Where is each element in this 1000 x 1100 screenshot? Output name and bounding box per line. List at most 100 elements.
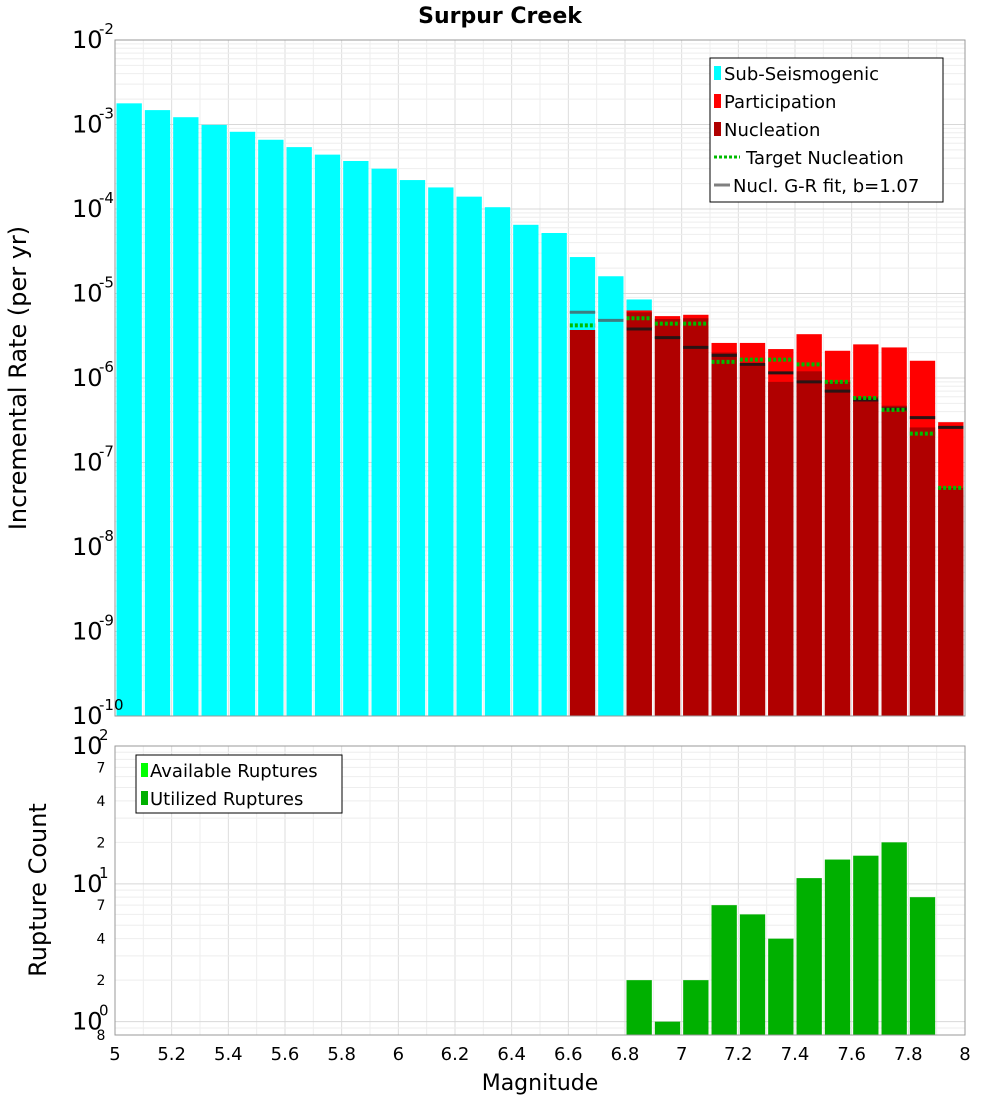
bar-utilized-ruptures (909, 897, 936, 1035)
x-tick-label: 6.8 (611, 1044, 640, 1065)
bar-nucleation (853, 396, 879, 716)
y-minor-tick-label: 2 (97, 973, 106, 989)
legend-label-sub-seismogenic: Sub-Seismogenic (724, 64, 879, 85)
x-tick-labels: 5 5.2 5.4 5.6 5.8 6 6.2 6.4 6.6 6.8 7 7.2 7.4 7.6 7.8 8 (109, 1044, 970, 1065)
tick-exponent: -9 (99, 612, 114, 630)
bar-sub-seismogenic (598, 276, 624, 716)
tick-exponent: -5 (99, 274, 114, 292)
bar-utilized-ruptures (683, 980, 709, 1035)
x-tick-label: 5.2 (157, 1044, 186, 1065)
bar-sub-seismogenic (314, 154, 341, 717)
bar-sub-seismogenic (371, 168, 397, 717)
x-tick-label: 5.4 (214, 1044, 243, 1065)
y-minor-tick-label: 7 (97, 760, 106, 776)
legend-swatch-sub-seismogenic (714, 66, 721, 80)
bar-nucleation (881, 405, 907, 716)
tick-base: 10 (72, 533, 103, 561)
y-tick-label: 10-4 (72, 189, 114, 223)
legend-swatch-nucleation (714, 122, 721, 136)
top-y-axis-label: Incremental Rate (per yr) (4, 226, 32, 530)
bar-sub-seismogenic (116, 103, 142, 717)
bar-utilized-ruptures (881, 842, 907, 1035)
y-tick-label: 10-8 (72, 527, 114, 561)
x-axis-label: Magnitude (482, 1071, 599, 1096)
legend-swatch-participation (714, 94, 721, 108)
tick-exponent: 2 (99, 726, 109, 744)
top-y-tick-labels: 10-210-310-410-510-610-710-810-910-10 (72, 20, 124, 730)
bar-nucleation (683, 318, 709, 716)
bar-sub-seismogenic (343, 160, 369, 717)
x-tick-label: 7 (676, 1044, 687, 1065)
bar-nucleation (569, 329, 596, 716)
bar-nucleation (739, 365, 766, 716)
tick-base: 10 (72, 449, 103, 477)
tick-base: 10 (72, 702, 103, 730)
x-tick-label: 6.2 (441, 1044, 470, 1065)
y-tick-label: 101 (72, 864, 109, 898)
bottom-bars (626, 842, 936, 1035)
y-tick-label: 100 (72, 1002, 109, 1036)
y-minor-tick-label: 4 (97, 932, 106, 948)
bar-utilized-ruptures (824, 859, 851, 1035)
bar-sub-seismogenic (456, 196, 482, 717)
x-tick-label: 8 (959, 1044, 970, 1065)
bar-utilized-ruptures (711, 905, 737, 1035)
y-tick-label: 10-7 (72, 443, 114, 477)
tick-base: 10 (72, 111, 103, 139)
x-tick-label: 7.4 (781, 1044, 810, 1065)
bar-sub-seismogenic (144, 110, 171, 716)
bar-sub-seismogenic (201, 124, 227, 716)
tick-exponent: 0 (99, 1002, 109, 1020)
y-minor-tick-label: 4 (97, 794, 106, 810)
bar-nucleation (909, 427, 936, 716)
y-tick-label: 10-5 (72, 274, 114, 308)
top-lines (569, 310, 964, 490)
x-tick-label: 6.4 (497, 1044, 526, 1065)
bar-nucleation (711, 352, 737, 716)
y-tick-label: 102 (72, 726, 109, 760)
bar-utilized-ruptures (796, 878, 822, 1035)
tick-base: 10 (72, 732, 103, 760)
top-legend: Sub-Seismogenic Participation Nucleation… (709, 57, 944, 203)
bar-utilized-ruptures (654, 1021, 681, 1035)
legend-label-participation: Participation (724, 92, 836, 113)
bar-sub-seismogenic (399, 180, 426, 716)
y-tick-label: 10-9 (72, 612, 114, 646)
x-tick-label: 7.6 (837, 1044, 866, 1065)
tick-base: 10 (72, 618, 103, 646)
top-plot-frame (114, 39, 966, 717)
bar-sub-seismogenic (258, 139, 284, 716)
bar-utilized-ruptures (768, 938, 794, 1035)
y-minor-tick-label: 7 (97, 898, 106, 914)
legend-label-nucleation: Nucleation (724, 120, 820, 141)
legend-label-available-ruptures: Available Ruptures (150, 761, 318, 782)
legend-label-target-nucleation: Target Nucleation (745, 148, 904, 169)
bar-nucleation (768, 381, 794, 716)
tick-base: 10 (72, 870, 103, 898)
bar-nucleation (626, 312, 652, 716)
tick-base: 10 (72, 26, 103, 54)
bar-sub-seismogenic (229, 131, 256, 717)
tick-base: 10 (72, 195, 103, 223)
y-tick-label: 10-10 (72, 696, 124, 730)
bar-utilized-ruptures (739, 914, 766, 1035)
y-tick-label: 10-6 (72, 358, 114, 392)
y-tick-label: 10-3 (72, 105, 114, 139)
y-tick-label: 10-2 (72, 20, 114, 54)
x-tick-label: 6.6 (554, 1044, 583, 1065)
bar-nucleation (654, 318, 681, 716)
y-minor-tick-label: 2 (97, 835, 106, 851)
bottom-legend: Available Ruptures Utilized Ruptures (135, 754, 343, 814)
bar-sub-seismogenic (541, 232, 567, 716)
bottom-y-axis-label: Rupture Count (24, 803, 52, 977)
legend-label-utilized-ruptures: Utilized Ruptures (150, 789, 303, 810)
top-bars (116, 103, 964, 717)
bar-sub-seismogenic (484, 207, 511, 716)
tick-exponent: -8 (99, 527, 114, 545)
legend-swatch-available-ruptures (141, 763, 148, 777)
bar-sub-seismogenic (428, 187, 454, 717)
tick-exponent: -3 (99, 105, 114, 123)
bottom-legend-box (135, 754, 343, 814)
bar-sub-seismogenic (286, 147, 312, 716)
